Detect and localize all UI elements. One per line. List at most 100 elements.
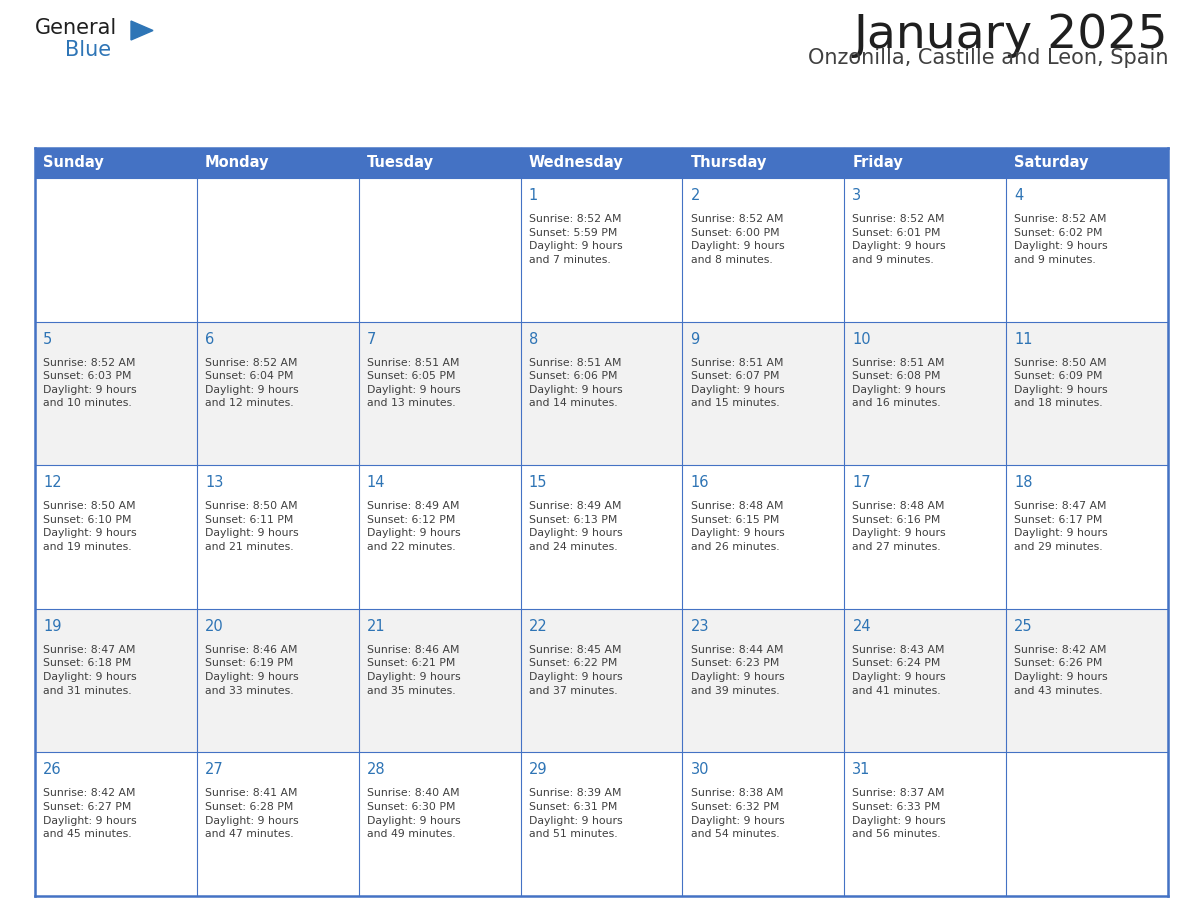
Bar [359,465,520,609]
Text: Sunrise: 8:51 AM
Sunset: 6:05 PM
Daylight: 9 hours
and 13 minutes.: Sunrise: 8:51 AM Sunset: 6:05 PM Dayligh… [367,357,461,409]
Text: 30: 30 [690,763,709,778]
Text: Sunrise: 8:48 AM
Sunset: 6:16 PM
Daylight: 9 hours
and 27 minutes.: Sunrise: 8:48 AM Sunset: 6:16 PM Dayligh… [852,501,946,552]
Text: 14: 14 [367,476,385,490]
Bar [359,609,520,753]
Bar [34,753,197,896]
Text: Sunrise: 8:46 AM
Sunset: 6:21 PM
Daylight: 9 hours
and 35 minutes.: Sunrise: 8:46 AM Sunset: 6:21 PM Dayligh… [367,644,461,696]
Polygon shape [131,21,153,40]
Bar [520,178,682,321]
Text: General: General [34,18,118,38]
Text: 9: 9 [690,331,700,347]
Text: Sunday: Sunday [43,155,103,171]
Bar [845,178,1006,321]
Text: Sunrise: 8:40 AM
Sunset: 6:30 PM
Daylight: 9 hours
and 49 minutes.: Sunrise: 8:40 AM Sunset: 6:30 PM Dayligh… [367,789,461,839]
Text: Sunrise: 8:47 AM
Sunset: 6:18 PM
Daylight: 9 hours
and 31 minutes.: Sunrise: 8:47 AM Sunset: 6:18 PM Dayligh… [43,644,137,696]
Bar [197,178,359,321]
Bar [34,609,197,753]
Bar [197,148,359,178]
Text: 1: 1 [529,188,538,203]
Text: Sunrise: 8:52 AM
Sunset: 6:01 PM
Daylight: 9 hours
and 9 minutes.: Sunrise: 8:52 AM Sunset: 6:01 PM Dayligh… [852,214,946,264]
Text: Sunrise: 8:50 AM
Sunset: 6:11 PM
Daylight: 9 hours
and 21 minutes.: Sunrise: 8:50 AM Sunset: 6:11 PM Dayligh… [206,501,298,552]
Text: Sunrise: 8:47 AM
Sunset: 6:17 PM
Daylight: 9 hours
and 29 minutes.: Sunrise: 8:47 AM Sunset: 6:17 PM Dayligh… [1015,501,1108,552]
Bar [197,465,359,609]
Text: January 2025: January 2025 [853,13,1168,58]
Text: Tuesday: Tuesday [367,155,434,171]
Bar [34,465,197,609]
Text: Sunrise: 8:52 AM
Sunset: 6:04 PM
Daylight: 9 hours
and 12 minutes.: Sunrise: 8:52 AM Sunset: 6:04 PM Dayligh… [206,357,298,409]
Text: Sunrise: 8:52 AM
Sunset: 5:59 PM
Daylight: 9 hours
and 7 minutes.: Sunrise: 8:52 AM Sunset: 5:59 PM Dayligh… [529,214,623,264]
Bar [520,465,682,609]
Bar [682,148,845,178]
Bar [682,465,845,609]
Text: 7: 7 [367,331,377,347]
Text: 29: 29 [529,763,548,778]
Text: Sunrise: 8:42 AM
Sunset: 6:27 PM
Daylight: 9 hours
and 45 minutes.: Sunrise: 8:42 AM Sunset: 6:27 PM Dayligh… [43,789,137,839]
Text: Sunrise: 8:39 AM
Sunset: 6:31 PM
Daylight: 9 hours
and 51 minutes.: Sunrise: 8:39 AM Sunset: 6:31 PM Dayligh… [529,789,623,839]
Text: 25: 25 [1015,619,1032,633]
Bar [1006,321,1168,465]
Text: 10: 10 [852,331,871,347]
Bar [34,178,197,321]
Text: 8: 8 [529,331,538,347]
Text: Sunrise: 8:49 AM
Sunset: 6:12 PM
Daylight: 9 hours
and 22 minutes.: Sunrise: 8:49 AM Sunset: 6:12 PM Dayligh… [367,501,461,552]
Text: Sunrise: 8:49 AM
Sunset: 6:13 PM
Daylight: 9 hours
and 24 minutes.: Sunrise: 8:49 AM Sunset: 6:13 PM Dayligh… [529,501,623,552]
Text: 13: 13 [206,476,223,490]
Text: 28: 28 [367,763,385,778]
Text: 31: 31 [852,763,871,778]
Text: Thursday: Thursday [690,155,767,171]
Bar [845,321,1006,465]
Bar [34,321,197,465]
Bar [520,148,682,178]
Text: 12: 12 [43,476,62,490]
Bar [359,178,520,321]
Text: Sunrise: 8:50 AM
Sunset: 6:09 PM
Daylight: 9 hours
and 18 minutes.: Sunrise: 8:50 AM Sunset: 6:09 PM Dayligh… [1015,357,1108,409]
Bar [845,753,1006,896]
Bar [845,609,1006,753]
Text: Sunrise: 8:45 AM
Sunset: 6:22 PM
Daylight: 9 hours
and 37 minutes.: Sunrise: 8:45 AM Sunset: 6:22 PM Dayligh… [529,644,623,696]
Bar [1006,753,1168,896]
Bar [520,321,682,465]
Bar [682,609,845,753]
Text: Sunrise: 8:46 AM
Sunset: 6:19 PM
Daylight: 9 hours
and 33 minutes.: Sunrise: 8:46 AM Sunset: 6:19 PM Dayligh… [206,644,298,696]
Text: 26: 26 [43,763,62,778]
Text: 20: 20 [206,619,223,633]
Bar [682,321,845,465]
Text: 27: 27 [206,763,223,778]
Bar [845,465,1006,609]
Text: Monday: Monday [206,155,270,171]
Text: Sunrise: 8:41 AM
Sunset: 6:28 PM
Daylight: 9 hours
and 47 minutes.: Sunrise: 8:41 AM Sunset: 6:28 PM Dayligh… [206,789,298,839]
Text: Friday: Friday [852,155,903,171]
Text: Sunrise: 8:52 AM
Sunset: 6:02 PM
Daylight: 9 hours
and 9 minutes.: Sunrise: 8:52 AM Sunset: 6:02 PM Dayligh… [1015,214,1108,264]
Bar [1006,465,1168,609]
Bar [34,148,197,178]
Text: 3: 3 [852,188,861,203]
Text: 11: 11 [1015,331,1032,347]
Text: 4: 4 [1015,188,1024,203]
Text: 6: 6 [206,331,214,347]
Text: Saturday: Saturday [1015,155,1088,171]
Text: Onzonilla, Castille and Leon, Spain: Onzonilla, Castille and Leon, Spain [808,48,1168,68]
Text: 16: 16 [690,476,709,490]
Text: 22: 22 [529,619,548,633]
Text: 24: 24 [852,619,871,633]
Text: Blue: Blue [65,40,112,61]
Bar [359,753,520,896]
Bar [197,609,359,753]
Bar [682,178,845,321]
Text: Sunrise: 8:50 AM
Sunset: 6:10 PM
Daylight: 9 hours
and 19 minutes.: Sunrise: 8:50 AM Sunset: 6:10 PM Dayligh… [43,501,137,552]
Text: 18: 18 [1015,476,1032,490]
Text: Sunrise: 8:51 AM
Sunset: 6:08 PM
Daylight: 9 hours
and 16 minutes.: Sunrise: 8:51 AM Sunset: 6:08 PM Dayligh… [852,357,946,409]
Bar [359,321,520,465]
Bar [197,321,359,465]
Text: Sunrise: 8:42 AM
Sunset: 6:26 PM
Daylight: 9 hours
and 43 minutes.: Sunrise: 8:42 AM Sunset: 6:26 PM Dayligh… [1015,644,1108,696]
Bar [197,753,359,896]
Text: Sunrise: 8:38 AM
Sunset: 6:32 PM
Daylight: 9 hours
and 54 minutes.: Sunrise: 8:38 AM Sunset: 6:32 PM Dayligh… [690,789,784,839]
Text: 2: 2 [690,188,700,203]
Text: Sunrise: 8:37 AM
Sunset: 6:33 PM
Daylight: 9 hours
and 56 minutes.: Sunrise: 8:37 AM Sunset: 6:33 PM Dayligh… [852,789,946,839]
Text: Sunrise: 8:51 AM
Sunset: 6:06 PM
Daylight: 9 hours
and 14 minutes.: Sunrise: 8:51 AM Sunset: 6:06 PM Dayligh… [529,357,623,409]
Text: 17: 17 [852,476,871,490]
Bar [1006,609,1168,753]
Text: 21: 21 [367,619,385,633]
Bar [1006,178,1168,321]
Bar [520,609,682,753]
